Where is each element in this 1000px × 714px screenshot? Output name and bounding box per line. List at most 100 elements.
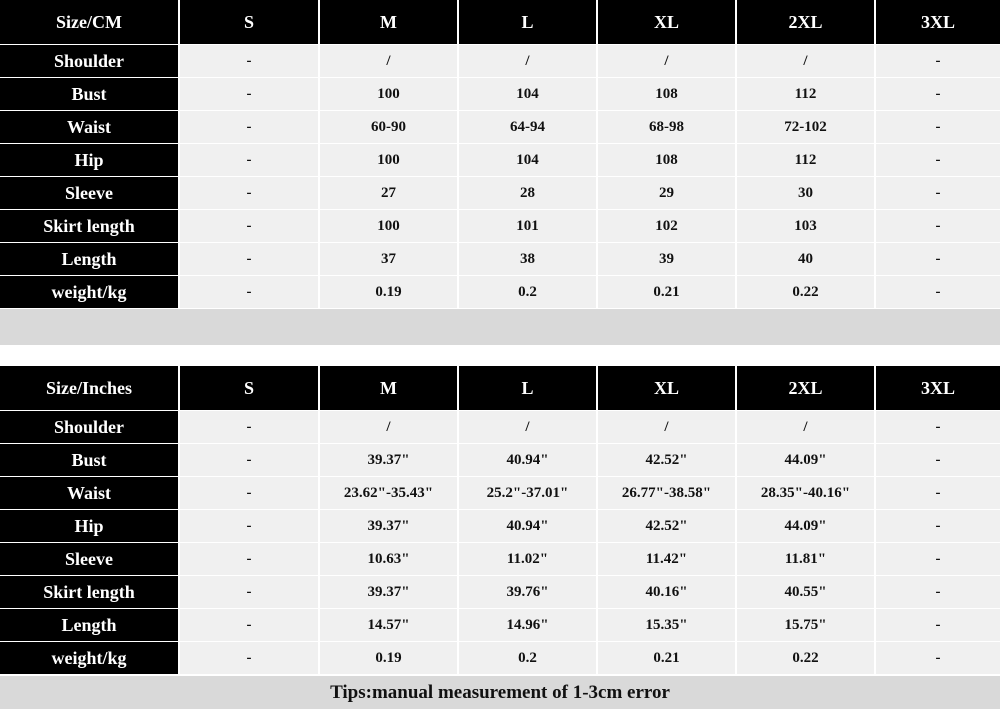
table-cell: /: [459, 411, 596, 443]
size-table-cm: Size/CM S M L XL 2XL 3XL Shoulder - / / / / - Bust -100…: [0, 0, 1000, 308]
column-header: 3XL: [876, 366, 1000, 410]
table-cell: 39.76": [459, 576, 596, 608]
row-label: Bust: [0, 78, 178, 110]
row-label: Sleeve: [0, 543, 178, 575]
table-cell: 0.21: [598, 276, 735, 308]
table-cell: 112: [737, 78, 874, 110]
table-cell: 40.94": [459, 510, 596, 542]
table-cell: -: [180, 510, 318, 542]
table-cell: -: [180, 45, 318, 77]
row-label: Waist: [0, 477, 178, 509]
column-header: 2XL: [737, 0, 874, 44]
size-table-inches: Size/Inches S M L XL 2XL 3XL Shoulder - / / / / - Bust…: [0, 366, 1000, 674]
table-cell: /: [320, 45, 457, 77]
table-cell: 104: [459, 78, 596, 110]
table-cell: -: [180, 444, 318, 476]
table-cell: 100: [320, 78, 457, 110]
table-cell: -: [180, 411, 318, 443]
table-cell: -: [876, 177, 1000, 209]
column-header: XL: [598, 0, 735, 44]
table-cell: 0.22: [737, 642, 874, 674]
table-cell: 0.2: [459, 642, 596, 674]
table-cell: 104: [459, 144, 596, 176]
table-cell: 15.75": [737, 609, 874, 641]
table-cell: 100: [320, 210, 457, 242]
table-cell: 11.81": [737, 543, 874, 575]
column-header: 2XL: [737, 366, 874, 410]
table-cell: -: [876, 411, 1000, 443]
unit-header: Size/CM: [0, 0, 178, 44]
table-cell: -: [876, 144, 1000, 176]
table-cell: 108: [598, 78, 735, 110]
table-cell: -: [876, 543, 1000, 575]
table-cell: 39.37": [320, 576, 457, 608]
table-cell: 64-94: [459, 111, 596, 143]
table-cell: -: [180, 642, 318, 674]
table-cell: 15.35": [598, 609, 735, 641]
table-cell: 0.2: [459, 276, 596, 308]
table-cell: 108: [598, 144, 735, 176]
table-cell: -: [876, 111, 1000, 143]
table-cell: -: [180, 111, 318, 143]
table-cell: -: [180, 78, 318, 110]
table-cell: 60-90: [320, 111, 457, 143]
column-header: S: [180, 366, 318, 410]
table-cell: /: [320, 411, 457, 443]
table-cell: -: [876, 45, 1000, 77]
table-cell: 44.09": [737, 444, 874, 476]
table-cell: -: [876, 210, 1000, 242]
table-cell: /: [598, 411, 735, 443]
row-label: Skirt length: [0, 576, 178, 608]
table-cell: 40: [737, 243, 874, 275]
table-cell: 0.19: [320, 276, 457, 308]
table-cell: -: [180, 243, 318, 275]
table-cell: -: [876, 243, 1000, 275]
table-cell: -: [876, 642, 1000, 674]
row-label: Shoulder: [0, 45, 178, 77]
column-header: 3XL: [876, 0, 1000, 44]
table-cell: 40.94": [459, 444, 596, 476]
table-cell: 39.37": [320, 510, 457, 542]
row-label: weight/kg: [0, 642, 178, 674]
column-header: S: [180, 0, 318, 44]
table-cell: -: [180, 144, 318, 176]
column-header: M: [320, 0, 457, 44]
row-label: Length: [0, 243, 178, 275]
row-label: Hip: [0, 510, 178, 542]
table-cell: /: [459, 45, 596, 77]
table-cell: /: [737, 45, 874, 77]
table-cell: -: [180, 576, 318, 608]
table-cell: 102: [598, 210, 735, 242]
table-cell: 103: [737, 210, 874, 242]
table-cell: 11.02": [459, 543, 596, 575]
row-label: Hip: [0, 144, 178, 176]
table-cell: /: [737, 411, 874, 443]
unit-header: Size/Inches: [0, 366, 178, 410]
table-cell: 38: [459, 243, 596, 275]
table-cell: 0.19: [320, 642, 457, 674]
table-cell: 23.62"-35.43": [320, 477, 457, 509]
table-cell: 25.2"-37.01": [459, 477, 596, 509]
row-label: Waist: [0, 111, 178, 143]
table-cell: 40.16": [598, 576, 735, 608]
table-cell: 72-102: [737, 111, 874, 143]
table-cell: 0.21: [598, 642, 735, 674]
table-cell: -: [180, 177, 318, 209]
table-cell: /: [598, 45, 735, 77]
row-label: Length: [0, 609, 178, 641]
table-cell: -: [180, 210, 318, 242]
row-label: Sleeve: [0, 177, 178, 209]
table-cell: 39: [598, 243, 735, 275]
table-cell: 100: [320, 144, 457, 176]
table-cell: -: [876, 609, 1000, 641]
table-cell: 37: [320, 243, 457, 275]
column-header: L: [459, 366, 596, 410]
table-cell: -: [876, 576, 1000, 608]
table-cell: 101: [459, 210, 596, 242]
table-cell: 39.37": [320, 444, 457, 476]
table-cell: 44.09": [737, 510, 874, 542]
table-cell: -: [876, 477, 1000, 509]
table-cell: 68-98: [598, 111, 735, 143]
table-cell: 112: [737, 144, 874, 176]
table-cell: 14.96": [459, 609, 596, 641]
